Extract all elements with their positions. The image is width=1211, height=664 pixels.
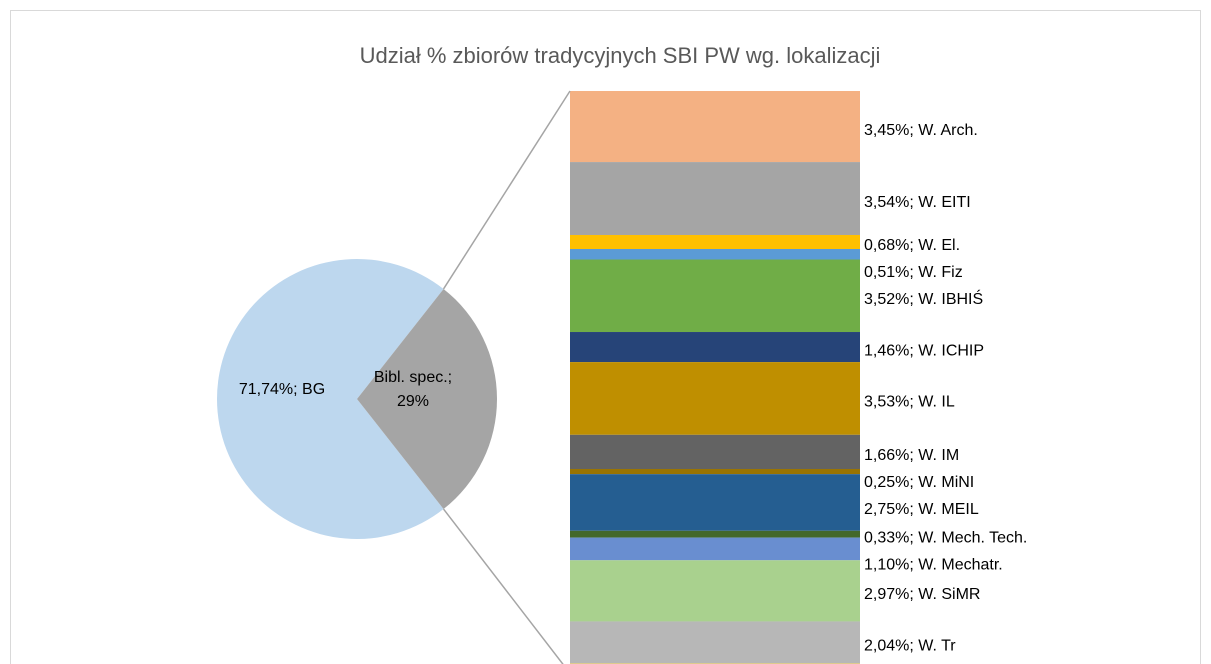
bar-label: 1,46%; W. ICHIP	[864, 342, 984, 359]
bar-label: 3,54%; W. EITI	[864, 194, 971, 211]
bar-segment	[570, 560, 860, 622]
bar-label: 2,75%; W. MEIL	[864, 501, 979, 518]
bar-label: 1,66%; W. IM	[864, 447, 959, 464]
connector	[442, 90, 571, 290]
bar-segment	[570, 621, 860, 664]
bar-label: 0,68%; W. El.	[864, 237, 960, 254]
pie-slice	[217, 258, 444, 539]
bar-label: 1,10%; W. Mechatr.	[864, 556, 1003, 573]
bar-segment	[570, 234, 860, 250]
pie-label: 29%	[397, 393, 429, 410]
bar-label: 3,45%; W. Arch.	[864, 122, 978, 139]
bar-segment	[570, 469, 860, 475]
chart-title: Udział % zbiorów tradycyjnych SBI PW wg.…	[360, 43, 881, 68]
pie-label: Bibl. spec.;	[374, 369, 452, 386]
bar-label: 2,04%; W. Tr	[864, 638, 956, 655]
bar-label: 3,52%; W. IBHIŚ	[864, 289, 983, 308]
bar-segment	[570, 162, 860, 235]
bar-label: 0,33%; W. Mech. Tech.	[864, 529, 1027, 546]
bar-segment	[570, 91, 860, 163]
bar-segment	[570, 249, 860, 260]
bar-label: 0,51%; W. Fiz	[864, 264, 963, 281]
bar-segment	[570, 530, 860, 538]
bar-label: 3,53%; W. IL	[864, 394, 955, 411]
pie-slice	[357, 288, 497, 510]
bar-label: 0,25%; W. MiNI	[864, 474, 974, 491]
bar-segment	[570, 537, 860, 561]
bar-segment	[570, 474, 860, 531]
bar-segment	[570, 434, 860, 470]
bar-label: 2,97%; W. SiMR	[864, 586, 980, 603]
pie-label: 71,74%; BG	[239, 381, 325, 398]
bar-segment	[570, 362, 860, 435]
bar-segment	[570, 259, 860, 333]
connector	[442, 508, 564, 664]
bar-segment	[570, 332, 860, 363]
